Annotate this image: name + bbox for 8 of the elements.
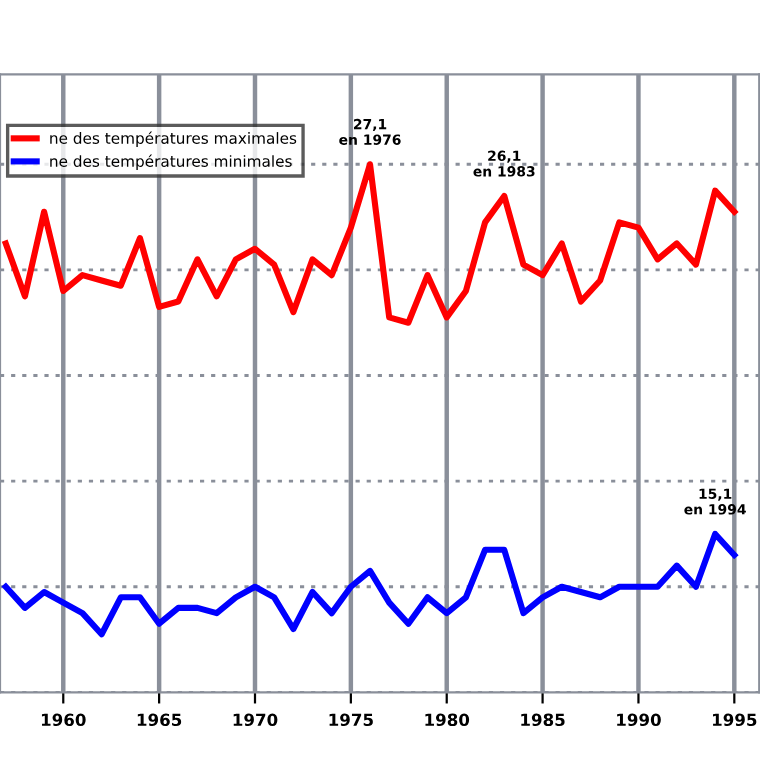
x-tick-label: 1990 [617, 713, 661, 727]
x-tick-label: 1960 [41, 713, 86, 727]
x-tick-label: 1980 [425, 713, 470, 727]
x-tick-label: 1965 [137, 713, 182, 727]
x-tick-label: 1985 [521, 713, 565, 727]
x-tick-label: 1995 [713, 713, 757, 727]
x-tick-label: 1970 [233, 713, 278, 727]
x-tick-label: 1975 [329, 713, 373, 727]
